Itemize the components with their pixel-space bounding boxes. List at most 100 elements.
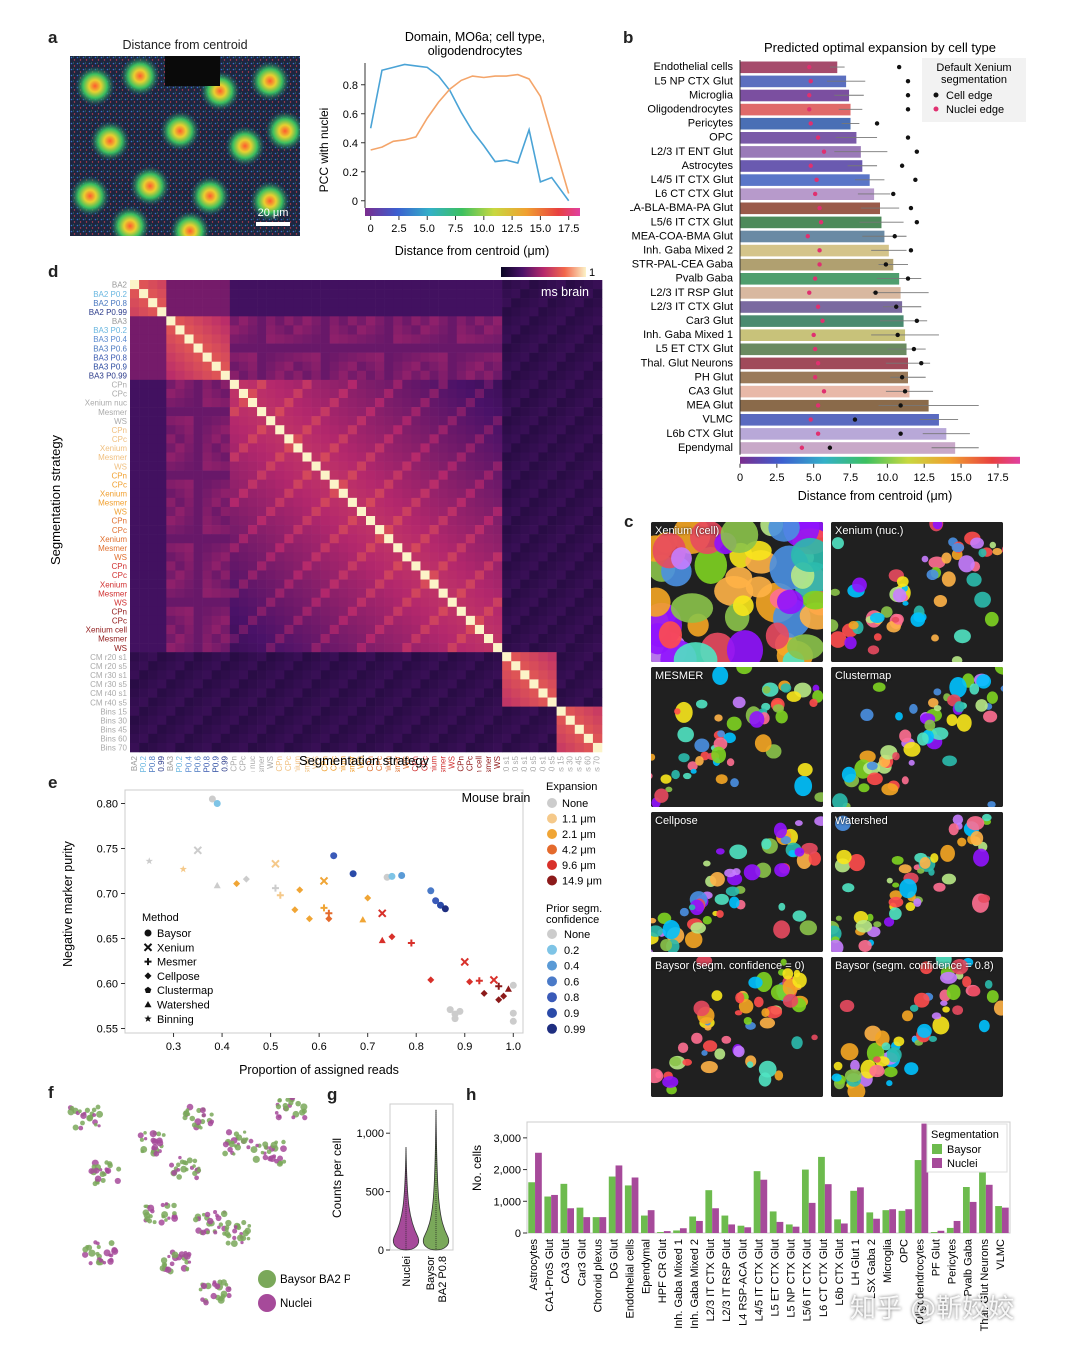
heatmap-cell <box>329 325 340 335</box>
heatmap-cell <box>166 334 176 344</box>
umap-point <box>151 1138 159 1146</box>
heatmap-cell <box>157 624 167 635</box>
heatmap-cell <box>329 416 340 426</box>
heatmap-cell <box>311 506 321 517</box>
bar-label: L5 ET CTX Glut <box>656 343 733 355</box>
nuclei-edge-dot <box>807 290 812 295</box>
heatmap-cell <box>220 688 231 698</box>
heatmap-cell <box>574 561 585 571</box>
heatmap-cell <box>302 461 312 471</box>
heatmap-cell <box>329 661 340 671</box>
umap-point <box>151 1144 159 1151</box>
segmented-cell <box>658 621 682 649</box>
heatmap-cell <box>202 579 212 589</box>
heatmap-cell <box>465 434 476 444</box>
heatmap-cell <box>502 470 512 480</box>
heatmap-cell <box>411 343 421 353</box>
heatmap-cell <box>139 634 149 644</box>
segmented-cell <box>791 1036 803 1050</box>
bar-nuclei <box>647 1210 655 1233</box>
heatmap-cell <box>592 679 603 689</box>
heatmap-cell <box>592 597 603 608</box>
umap-point <box>227 1146 233 1153</box>
heatmap-cell <box>284 652 294 662</box>
heatmap-cell <box>257 661 267 671</box>
heatmap-cell <box>393 407 403 417</box>
heatmap-cell <box>375 525 385 535</box>
heatmap-cell <box>248 398 258 408</box>
heatmap-cell <box>148 289 158 299</box>
heatmap-cell <box>311 343 321 353</box>
heatmap-cell <box>592 634 603 644</box>
heatmap-cell <box>592 534 603 544</box>
segmented-cell <box>892 882 900 888</box>
heatmap-cell <box>184 298 194 308</box>
heatmap-cell <box>347 525 358 535</box>
heatmap-cell <box>384 370 394 381</box>
heatmap-cell <box>238 289 249 299</box>
heatmap-cell <box>329 688 340 698</box>
confidence-legend-item: None <box>564 929 590 941</box>
heatmap-cell <box>320 488 330 499</box>
heatmap-cell <box>320 706 330 716</box>
heatmap-cell <box>529 688 539 698</box>
heatmap-cell <box>148 697 158 707</box>
heatmap-cell <box>220 506 231 517</box>
umap-point <box>192 1216 199 1223</box>
heatmap-cell <box>139 733 149 744</box>
heatmap-cell <box>229 561 240 571</box>
col-label: Xenium <box>429 756 438 772</box>
heatmap-cell <box>302 697 312 707</box>
heatmap-cell <box>456 488 467 499</box>
heatmap-cell <box>193 715 203 726</box>
heatmap-cell <box>538 643 548 653</box>
heatmap-cell <box>456 434 467 444</box>
heatmap-cell <box>193 543 203 553</box>
heatmap-cell <box>402 307 412 317</box>
umap-point <box>255 1143 259 1148</box>
umap-point <box>295 1100 301 1107</box>
heatmap-cell <box>592 452 603 462</box>
segmented-cell <box>926 569 939 580</box>
row-label: Bins 70 <box>100 744 127 753</box>
heatmap-cell <box>474 706 485 716</box>
heatmap-cell <box>583 461 594 471</box>
heatmap-cell <box>293 425 303 435</box>
heatmap-cell <box>420 434 430 444</box>
heatmap-cell <box>511 361 521 372</box>
heatmap-cell <box>493 506 503 517</box>
heatmap-cell <box>474 670 485 680</box>
heatmap-cell <box>275 307 285 317</box>
heatmap-cell <box>574 307 585 317</box>
heatmap-cell <box>248 361 258 372</box>
heatmap-cell <box>311 588 321 598</box>
heatmap-cell <box>356 579 367 589</box>
heatmap-cell <box>284 470 294 480</box>
heatmap-cell <box>574 525 585 535</box>
heatmap-cell <box>574 615 585 626</box>
heatmap-cell <box>311 398 321 408</box>
heatmap-cell <box>447 534 458 544</box>
umap-point <box>111 1247 119 1255</box>
heatmap-cell <box>229 706 240 716</box>
cell-edge-dot <box>914 318 920 324</box>
heatmap-cell <box>538 479 548 490</box>
plot-frame <box>389 1103 454 1251</box>
x-tick-label: 10.0 <box>877 472 898 484</box>
heatmap-cell <box>238 325 249 335</box>
heatmap-cell <box>329 534 340 544</box>
heatmap-cell <box>356 452 367 462</box>
heatmap-cell <box>157 733 167 744</box>
heatmap-cell <box>520 443 530 453</box>
segmented-cell <box>850 1059 860 1072</box>
segmented-cell <box>941 873 957 885</box>
heatmap-cell <box>130 661 140 671</box>
heatmap-cell <box>384 388 394 399</box>
heatmap-cell <box>275 597 285 608</box>
heatmap-cell <box>275 606 285 617</box>
bar-baysor <box>721 1215 729 1233</box>
heatmap-cell <box>547 280 557 290</box>
heatmap-cell <box>157 506 167 517</box>
umap-point <box>72 1124 79 1131</box>
heatmap-cell <box>547 697 557 707</box>
